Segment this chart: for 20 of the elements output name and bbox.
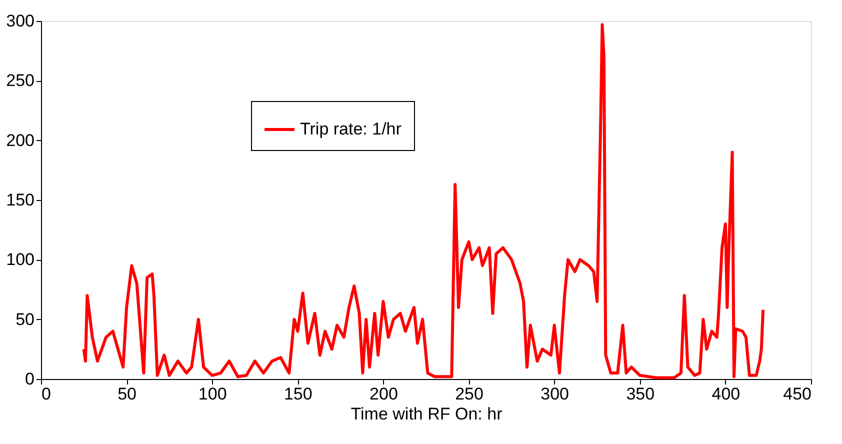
y-tick-label: 100 (6, 250, 34, 270)
x-tick-label: 200 (370, 384, 398, 404)
x-tick-label: 400 (712, 384, 740, 404)
x-tick-label: 50 (118, 384, 137, 404)
y-tick-label: 50 (16, 310, 34, 329)
y-tick-label: 250 (6, 71, 34, 90)
line-series (82, 23, 765, 380)
y-tick-label: 300 (6, 12, 34, 30)
y-tick-label: 200 (6, 130, 34, 150)
y-tick-label: 150 (6, 190, 34, 210)
x-tick-label: 250 (455, 384, 484, 404)
x-tick-label: 300 (540, 384, 570, 404)
x-tick-label: 100 (198, 384, 227, 404)
legend-label: Trip rate: 1/hr (300, 120, 402, 138)
x-tick-label: 350 (626, 384, 655, 404)
x-axis-title: Time with RF On: hr (350, 404, 503, 424)
x-tick-label: 150 (284, 384, 312, 404)
x-tick-label: 0 (42, 384, 51, 404)
y-tick-label: 0 (25, 370, 34, 388)
x-tick-label: 450 (783, 384, 812, 404)
